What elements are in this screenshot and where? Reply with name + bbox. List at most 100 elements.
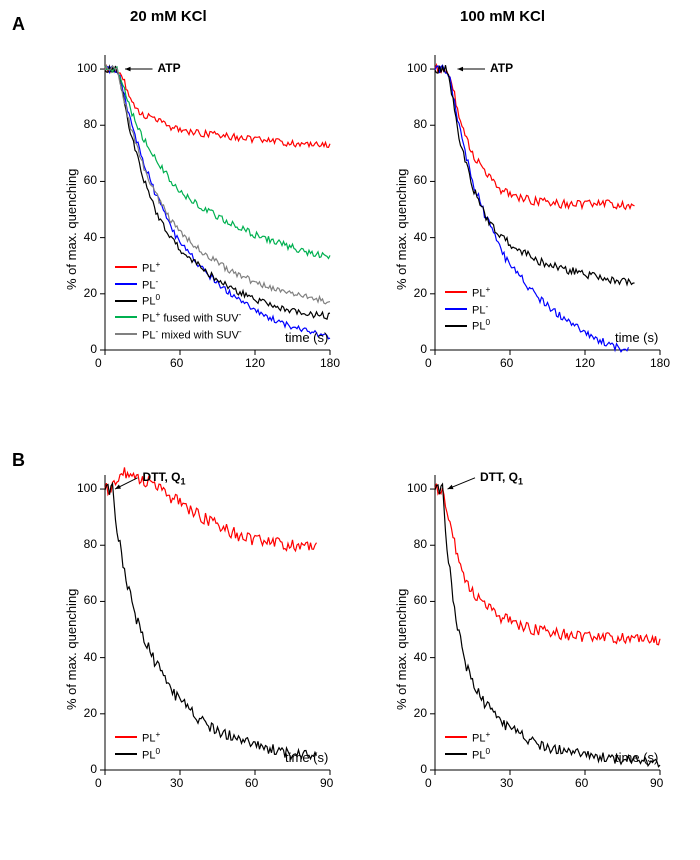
legend-item-PL_zero: PL0 (445, 747, 490, 762)
chart-b-100mm: 0204060801000306090DTT, Q1% of max. quen… (390, 460, 670, 820)
xtick-label: 90 (650, 776, 663, 790)
series-PL_plus (105, 66, 330, 148)
legend-label: PL0 (142, 293, 160, 308)
series-PL_plus (435, 484, 660, 645)
chart-a-100mm: 020406080100060120180ATP% of max. quench… (390, 40, 670, 390)
ytick-label: 60 (84, 593, 97, 607)
legend-label: PL- mixed with SUV- (142, 327, 242, 342)
legend-label: PL0 (142, 747, 160, 762)
panel-label-b: B (12, 450, 25, 471)
ytick-label: 100 (407, 61, 427, 75)
ytick-label: 0 (420, 762, 427, 776)
legend-label: PL- (142, 277, 158, 292)
y-axis-label: % of max. quenching (64, 589, 79, 710)
legend-swatch (445, 308, 467, 310)
legend-swatch (115, 736, 137, 738)
xtick-label: 180 (650, 356, 670, 370)
column-header-right: 100 mM KCl (460, 8, 545, 25)
chart-legend: PL+ PL0 (115, 730, 160, 763)
x-axis-label: time (s) (285, 750, 328, 765)
xtick-label: 60 (500, 356, 513, 370)
y-axis-label: % of max. quenching (64, 169, 79, 290)
x-axis-label: time (s) (615, 750, 658, 765)
ytick-label: 20 (414, 706, 427, 720)
legend-item-PL_plus: PL+ (115, 730, 160, 745)
figure-root: A B 20 mM KCl 100 mM KCl 0 20 40 60 80 100 0 60… (0, 0, 700, 860)
legend-swatch (445, 736, 467, 738)
ytick-label: 80 (414, 117, 427, 131)
legend-label: PL0 (472, 747, 490, 762)
chart-svg (60, 460, 340, 820)
annotation-label: ATP (490, 61, 513, 75)
xtick-label: 60 (245, 776, 258, 790)
ytick-label: 0 (90, 342, 97, 356)
ytick-label: 40 (414, 650, 427, 664)
legend-item-PL_plus_fused: PL+ fused with SUV- (115, 310, 242, 325)
ytick-label: 60 (414, 593, 427, 607)
ytick-label: 40 (84, 230, 97, 244)
xtick-label: 120 (245, 356, 265, 370)
ytick-label: 20 (84, 286, 97, 300)
legend-item-PL_minus: PL- (445, 302, 490, 317)
legend-item-PL_zero: PL0 (115, 747, 160, 762)
xtick-label: 90 (320, 776, 333, 790)
xtick-label: 60 (170, 356, 183, 370)
legend-label: PL+ (472, 285, 490, 300)
ytick-label: 20 (84, 706, 97, 720)
y-axis-label: % of max. quenching (394, 589, 409, 710)
ytick-label: 100 (407, 481, 427, 495)
series-PL_plus (105, 467, 317, 551)
xtick-label: 60 (575, 776, 588, 790)
chart-legend: PL+ PL-PL0 PL+ fused with SUV- PL- mixed wi… (115, 260, 242, 343)
legend-label: PL+ (142, 260, 160, 275)
xtick-label: 0 (95, 776, 102, 790)
legend-swatch (445, 325, 467, 327)
annotation-label: ATP (158, 61, 181, 75)
x-axis-label: time (s) (615, 330, 658, 345)
annotation-label: DTT, Q1 (143, 470, 186, 486)
ytick-label: 100 (77, 61, 97, 75)
ytick-label: 40 (84, 650, 97, 664)
column-header-left: 20 mM KCl (130, 8, 207, 25)
chart-legend: PL+ PL0 (445, 730, 490, 763)
legend-swatch (445, 753, 467, 755)
chart-a-20mm: 020406080100060120180ATP% of max. quench… (60, 40, 340, 390)
legend-swatch (115, 333, 137, 335)
legend-item-PL_minus: PL- (115, 277, 242, 292)
legend-label: PL0 (472, 318, 490, 333)
chart-b-20mm: 0204060801000306090DTT, Q1% of max. quen… (60, 460, 340, 820)
legend-item-PL_plus: PL+ (445, 730, 490, 745)
legend-swatch (115, 283, 137, 285)
legend-item-PL_zero: PL0 (115, 293, 242, 308)
legend-label: PL+ (472, 730, 490, 745)
legend-swatch (115, 300, 137, 302)
legend-item-PL_plus: PL+ (115, 260, 242, 275)
ytick-label: 80 (84, 537, 97, 551)
legend-swatch (115, 266, 137, 268)
y-axis-label: % of max. quenching (394, 169, 409, 290)
x-axis-label: time (s) (285, 330, 328, 345)
chart-legend: PL+ PL-PL0 (445, 285, 490, 335)
legend-label: PL- (472, 302, 488, 317)
xtick-label: 180 (320, 356, 340, 370)
ytick-label: 60 (414, 173, 427, 187)
ytick-label: 40 (414, 230, 427, 244)
legend-item-PL_minus_mixed: PL- mixed with SUV- (115, 327, 242, 342)
legend-swatch (115, 316, 137, 318)
ytick-label: 60 (84, 173, 97, 187)
legend-label: PL+ (142, 730, 160, 745)
series-PL_zero (105, 484, 317, 759)
ytick-label: 100 (77, 481, 97, 495)
xtick-label: 0 (425, 776, 432, 790)
ytick-label: 0 (90, 762, 97, 776)
chart-svg (390, 460, 670, 820)
xtick-label: 30 (500, 776, 513, 790)
legend-swatch (445, 291, 467, 293)
panel-label-a: A (12, 14, 25, 35)
legend-swatch (115, 753, 137, 755)
series-PL_zero (435, 65, 635, 284)
annotation-label: DTT, Q1 (480, 470, 523, 486)
legend-item-PL_plus: PL+ (445, 285, 490, 300)
legend-label: PL+ fused with SUV- (142, 310, 241, 325)
legend-item-PL_zero: PL0 (445, 318, 490, 333)
